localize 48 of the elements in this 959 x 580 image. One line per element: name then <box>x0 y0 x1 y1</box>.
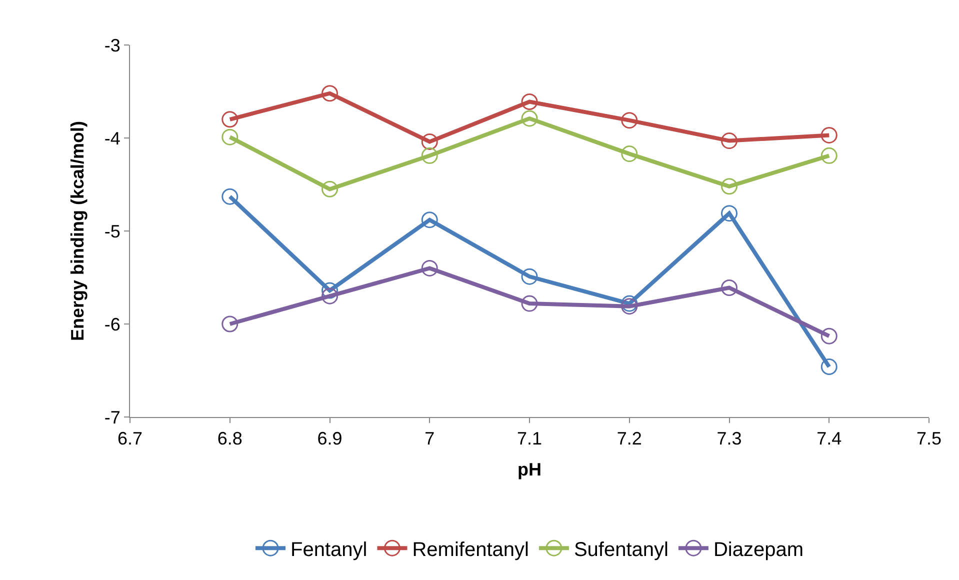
point <box>322 180 338 198</box>
point <box>322 282 338 299</box>
point <box>222 188 238 205</box>
point <box>222 111 238 128</box>
x-tick-label: 7.3 <box>716 428 742 449</box>
point <box>721 178 738 195</box>
point <box>222 128 238 146</box>
point <box>621 298 638 315</box>
point <box>421 147 438 164</box>
point <box>820 328 838 344</box>
point <box>621 112 638 129</box>
point <box>721 279 738 296</box>
point <box>820 147 838 164</box>
point <box>521 268 538 285</box>
y-axis-title: Energy binding (kcal/mol) <box>68 120 88 342</box>
x-tick-label: 7.4 <box>816 428 842 449</box>
point <box>621 146 638 162</box>
point <box>820 126 838 144</box>
x-axis-title: pH <box>518 460 542 480</box>
point <box>421 260 438 276</box>
legend-label: Remifentanyl <box>412 538 529 561</box>
x-tick-label: 7.5 <box>916 428 942 449</box>
y-tick-label: -4 <box>104 128 120 148</box>
point <box>322 288 338 304</box>
point <box>721 132 738 150</box>
point <box>521 110 538 127</box>
legend-label: Diazepam <box>713 538 804 561</box>
point <box>322 85 338 102</box>
point <box>421 212 438 228</box>
y-tick-label: -5 <box>104 221 120 242</box>
point <box>721 205 738 222</box>
x-tick-label: 6.9 <box>317 428 342 449</box>
y-tick-label: -6 <box>104 314 120 334</box>
point <box>521 93 538 110</box>
legend-label: Sufentanyl <box>574 538 668 561</box>
point <box>621 295 638 312</box>
x-tick-label: 7.2 <box>616 428 642 449</box>
y-tick-label: -7 <box>104 407 120 428</box>
x-tick-label: 7.1 <box>516 428 542 449</box>
legend-label: Fentanyl <box>290 538 368 561</box>
x-tick-label: 6.8 <box>217 428 242 449</box>
x-tick-label: 6.7 <box>117 428 143 449</box>
point <box>222 316 238 332</box>
point <box>421 133 438 150</box>
x-tick-label: 7 <box>424 428 435 449</box>
y-tick-label: -3 <box>104 35 120 56</box>
point <box>820 358 838 376</box>
point <box>521 295 538 312</box>
